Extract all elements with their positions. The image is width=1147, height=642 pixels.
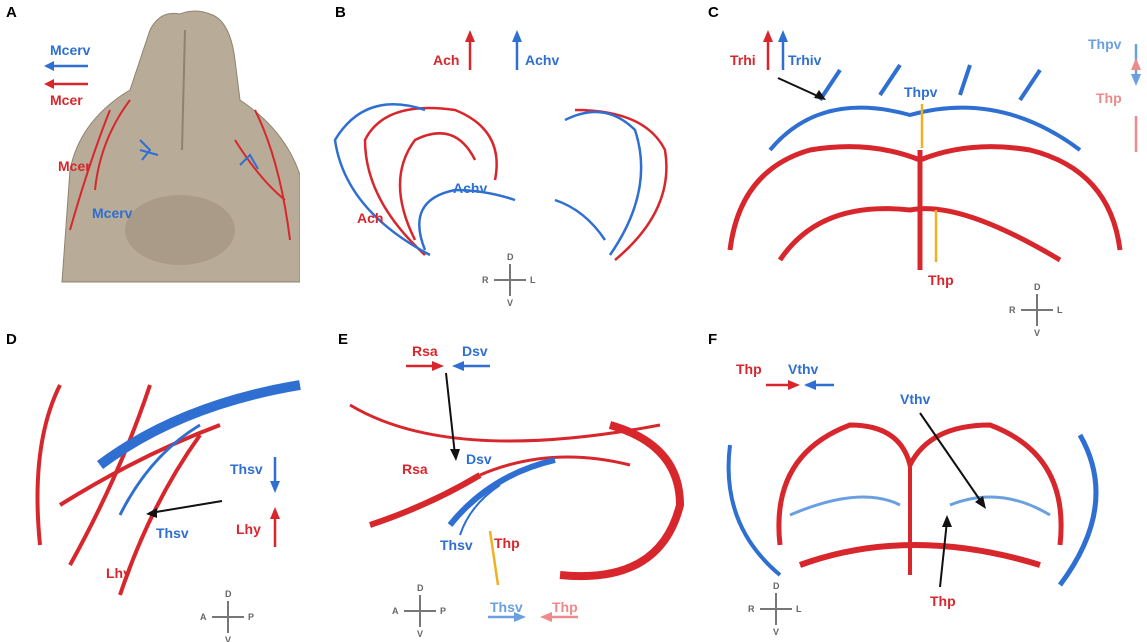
arrow-label-blue: Achv [525, 52, 560, 68]
panel-e: E Rsa Dsv Rsa Dsv Thsv Thp Thsv Thp D V … [330, 325, 700, 642]
arrow-label-lightblue: Thsv [490, 599, 523, 615]
orientation-compass: D V R L [748, 581, 802, 637]
arrow-label-red: Lhy [236, 521, 261, 537]
arrow-label-red: Trhi [730, 52, 756, 68]
arrow-label-blue: Trhiv [788, 52, 822, 68]
panel-label: B [335, 4, 346, 21]
vessel-render-d [35, 380, 301, 596]
vessel-label-blue: Achv [453, 180, 488, 196]
arrow-label-red: Ach [433, 52, 460, 68]
vessel-label-blue: Mcerv [92, 205, 133, 221]
orientation-compass: D V R L [1009, 282, 1063, 338]
arrow-label-blue: Vthv [788, 361, 819, 377]
vessel-label-blue: Dsv [466, 451, 492, 467]
panel-label: C [708, 4, 719, 21]
vessel-label-red: Rsa [402, 461, 428, 477]
arrow-label-red: Thp [736, 361, 762, 377]
panel-label: E [338, 331, 349, 348]
arrow-label-red: Mcer [50, 92, 83, 108]
orientation-compass: D V A P [200, 589, 255, 642]
vessel-label-thp: Thp [494, 535, 520, 551]
panel-label: A [6, 4, 17, 21]
vessel-label-blue: Vthv [900, 391, 931, 407]
arrow-label-blue: Dsv [462, 343, 488, 359]
arrow-label-lightblue: Thpv [1088, 36, 1122, 52]
vessel-render-b [333, 30, 668, 261]
orientation-compass: D V A P [392, 583, 447, 639]
vessel-render-c [727, 30, 1141, 270]
arrow-label-blue: Mcerv [50, 42, 91, 58]
arrow-label-pink: Thp [552, 599, 578, 615]
vessel-label-red: Lhy [106, 565, 131, 581]
brain-surface-image [44, 10, 300, 283]
panel-label: D [6, 331, 17, 348]
panel-b: B Ach Achv Achv Ach D V R L [305, 0, 700, 320]
vessel-label-red: Thp [928, 272, 954, 288]
vessel-label-red: Thp [930, 593, 956, 609]
vessel-label-red: Ach [357, 210, 384, 226]
panel-label: F [708, 331, 718, 348]
panel-d: D Thsv Lhy Thsv Lhy D V A P [0, 325, 320, 642]
panel-f: F Thp Vthv Vthv Thp D V R L [700, 325, 1147, 642]
panel-c: C Trhi Trhiv Thpv Thp Thpv Thp D V R L [700, 0, 1147, 340]
vessel-render-e [349, 361, 685, 622]
vessel-label-red: Mcer [58, 158, 91, 174]
orientation-compass: D V R L [482, 252, 536, 308]
panel-a: A Mcerv Mcer Mcer Mcerv [0, 0, 300, 300]
arrow-label-red: Rsa [412, 343, 438, 359]
vessel-label-thsv: Thsv [440, 537, 473, 553]
vessel-label-blue: Thsv [156, 525, 189, 541]
vessel-render-f [726, 380, 1099, 588]
arrow-label-blue: Thsv [230, 461, 263, 477]
vessel-label-blue: Thpv [904, 84, 938, 100]
arrow-label-pink: Thp [1096, 90, 1122, 106]
